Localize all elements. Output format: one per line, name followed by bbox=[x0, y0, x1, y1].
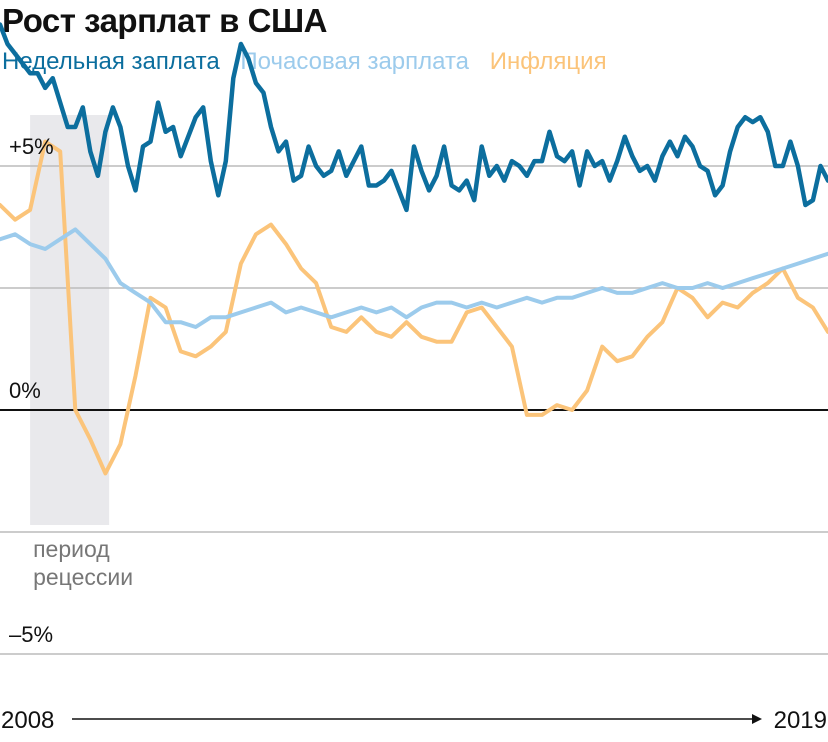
series-line-1 bbox=[0, 227, 828, 329]
series-lines bbox=[0, 22, 828, 476]
x-end-label: 2019 bbox=[774, 707, 827, 734]
legend-weekly-wage: Недельная заплата bbox=[2, 48, 220, 75]
legend-inflation: Инфляция bbox=[489, 48, 607, 75]
y-tick-label: 0% bbox=[9, 378, 41, 403]
arrowhead-icon bbox=[752, 714, 762, 724]
y-tick-labels: +5% 0% –5% bbox=[9, 134, 54, 647]
x-start-label: 2008 bbox=[1, 707, 54, 734]
chart-title: Рост зарплат в США bbox=[2, 2, 327, 39]
recession-label-line1: период bbox=[33, 536, 110, 562]
y-tick-label: –5% bbox=[9, 622, 53, 647]
y-tick-label: +5% bbox=[9, 134, 54, 159]
series-line-0 bbox=[0, 22, 828, 213]
legend-hourly-wage: Почасовая зарплата bbox=[240, 48, 470, 75]
recession-label-line2: рецессии bbox=[33, 564, 133, 590]
series-line-2 bbox=[0, 139, 828, 476]
legend: Недельная заплата Почасовая зарплата Инф… bbox=[2, 48, 621, 76]
